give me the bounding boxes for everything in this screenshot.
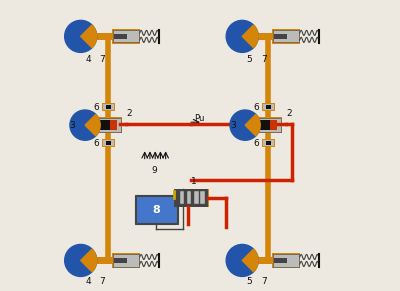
Bar	[200, 191, 205, 204]
Bar	[257, 33, 274, 40]
Bar	[95, 257, 114, 264]
Text: 3: 3	[69, 121, 75, 129]
Bar	[102, 103, 115, 111]
Bar	[274, 34, 287, 39]
Bar	[174, 189, 208, 207]
Wedge shape	[85, 114, 100, 136]
Bar	[259, 122, 268, 128]
Text: 4: 4	[85, 55, 91, 63]
Bar	[110, 120, 117, 130]
Bar	[97, 117, 122, 133]
Text: 4: 4	[85, 277, 91, 286]
Bar	[114, 34, 127, 39]
Bar	[113, 30, 139, 42]
Bar	[258, 118, 281, 132]
Text: 2: 2	[286, 109, 292, 118]
Bar	[274, 258, 287, 263]
Circle shape	[230, 110, 260, 140]
Wedge shape	[242, 249, 258, 272]
Circle shape	[226, 20, 258, 52]
Bar	[263, 104, 274, 110]
Bar	[266, 105, 271, 109]
Bar	[257, 117, 282, 133]
Bar	[262, 139, 275, 147]
Bar	[114, 258, 127, 263]
Wedge shape	[245, 114, 260, 136]
Text: 6: 6	[94, 103, 100, 111]
Text: Pu: Pu	[194, 114, 204, 123]
Bar	[262, 103, 275, 111]
Bar	[136, 196, 177, 223]
Text: 7: 7	[100, 55, 105, 63]
Bar	[270, 120, 277, 130]
Wedge shape	[242, 25, 258, 48]
Text: 7: 7	[261, 55, 267, 63]
Text: 5: 5	[246, 277, 252, 286]
Bar	[194, 191, 199, 204]
Bar	[98, 118, 121, 132]
Bar	[106, 105, 111, 109]
Bar	[99, 122, 108, 128]
Text: 6: 6	[254, 103, 260, 111]
Bar	[272, 253, 300, 268]
Text: 1: 1	[191, 177, 197, 185]
Bar	[102, 139, 115, 147]
Text: 3: 3	[230, 121, 236, 129]
Bar	[112, 253, 140, 268]
Text: 6: 6	[94, 139, 100, 148]
Bar	[174, 189, 209, 207]
Circle shape	[65, 244, 97, 276]
Text: 8: 8	[152, 205, 160, 214]
Circle shape	[65, 20, 97, 52]
Text: 7: 7	[100, 277, 105, 286]
Text: 2: 2	[126, 109, 132, 118]
Bar	[273, 30, 299, 42]
Text: 6: 6	[254, 139, 260, 148]
Bar	[113, 254, 139, 267]
Text: 5: 5	[246, 55, 252, 63]
Wedge shape	[81, 25, 97, 48]
Bar	[100, 120, 110, 130]
Bar	[112, 29, 140, 44]
Bar	[187, 191, 191, 204]
Bar	[266, 141, 271, 145]
Bar	[180, 191, 184, 204]
Bar	[263, 140, 274, 146]
Bar	[272, 29, 300, 44]
Text: 7: 7	[261, 277, 267, 286]
Wedge shape	[81, 249, 97, 272]
Bar	[95, 33, 114, 40]
Circle shape	[70, 110, 100, 140]
Bar	[103, 140, 114, 146]
Bar	[103, 104, 114, 110]
Bar	[135, 195, 178, 224]
Text: 9: 9	[151, 166, 157, 175]
Circle shape	[226, 244, 258, 276]
Bar	[260, 120, 270, 130]
Bar	[257, 257, 274, 264]
Bar	[273, 254, 299, 267]
Bar	[106, 141, 111, 145]
